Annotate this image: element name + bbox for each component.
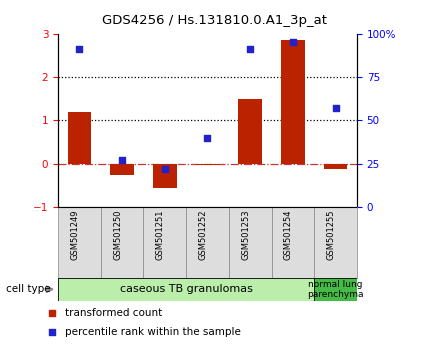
Bar — [58, 207, 101, 278]
Point — [247, 46, 254, 52]
Bar — [238, 99, 262, 164]
Bar — [271, 207, 314, 278]
Bar — [314, 278, 357, 301]
Text: GSM501253: GSM501253 — [241, 209, 250, 260]
Text: GSM501254: GSM501254 — [284, 209, 293, 260]
Text: GDS4256 / Hs.131810.0.A1_3p_at: GDS4256 / Hs.131810.0.A1_3p_at — [102, 14, 328, 27]
Bar — [101, 207, 144, 278]
Text: GSM501252: GSM501252 — [199, 209, 207, 260]
Point — [332, 105, 339, 111]
Bar — [58, 278, 314, 301]
Bar — [281, 40, 304, 164]
Point — [161, 166, 168, 172]
Bar — [229, 207, 271, 278]
Bar — [186, 207, 229, 278]
Point — [76, 46, 83, 52]
Point — [289, 40, 296, 45]
Bar — [68, 112, 91, 164]
Text: GSM501249: GSM501249 — [71, 209, 80, 260]
Bar — [324, 164, 347, 169]
Point — [49, 330, 55, 335]
Text: cell type: cell type — [6, 284, 51, 294]
Text: transformed count: transformed count — [65, 308, 163, 318]
Text: GSM501251: GSM501251 — [156, 209, 165, 260]
Point — [204, 135, 211, 141]
Bar — [314, 207, 357, 278]
Text: caseous TB granulomas: caseous TB granulomas — [120, 284, 252, 295]
Text: percentile rank within the sample: percentile rank within the sample — [65, 327, 241, 337]
Text: GSM501250: GSM501250 — [113, 209, 122, 260]
Point — [119, 158, 126, 163]
Text: normal lung
parenchyma: normal lung parenchyma — [307, 280, 364, 299]
Point — [49, 310, 55, 316]
Bar — [144, 207, 186, 278]
Bar — [196, 164, 219, 165]
Bar — [153, 164, 177, 188]
Text: GSM501255: GSM501255 — [326, 209, 335, 260]
Bar — [111, 164, 134, 175]
